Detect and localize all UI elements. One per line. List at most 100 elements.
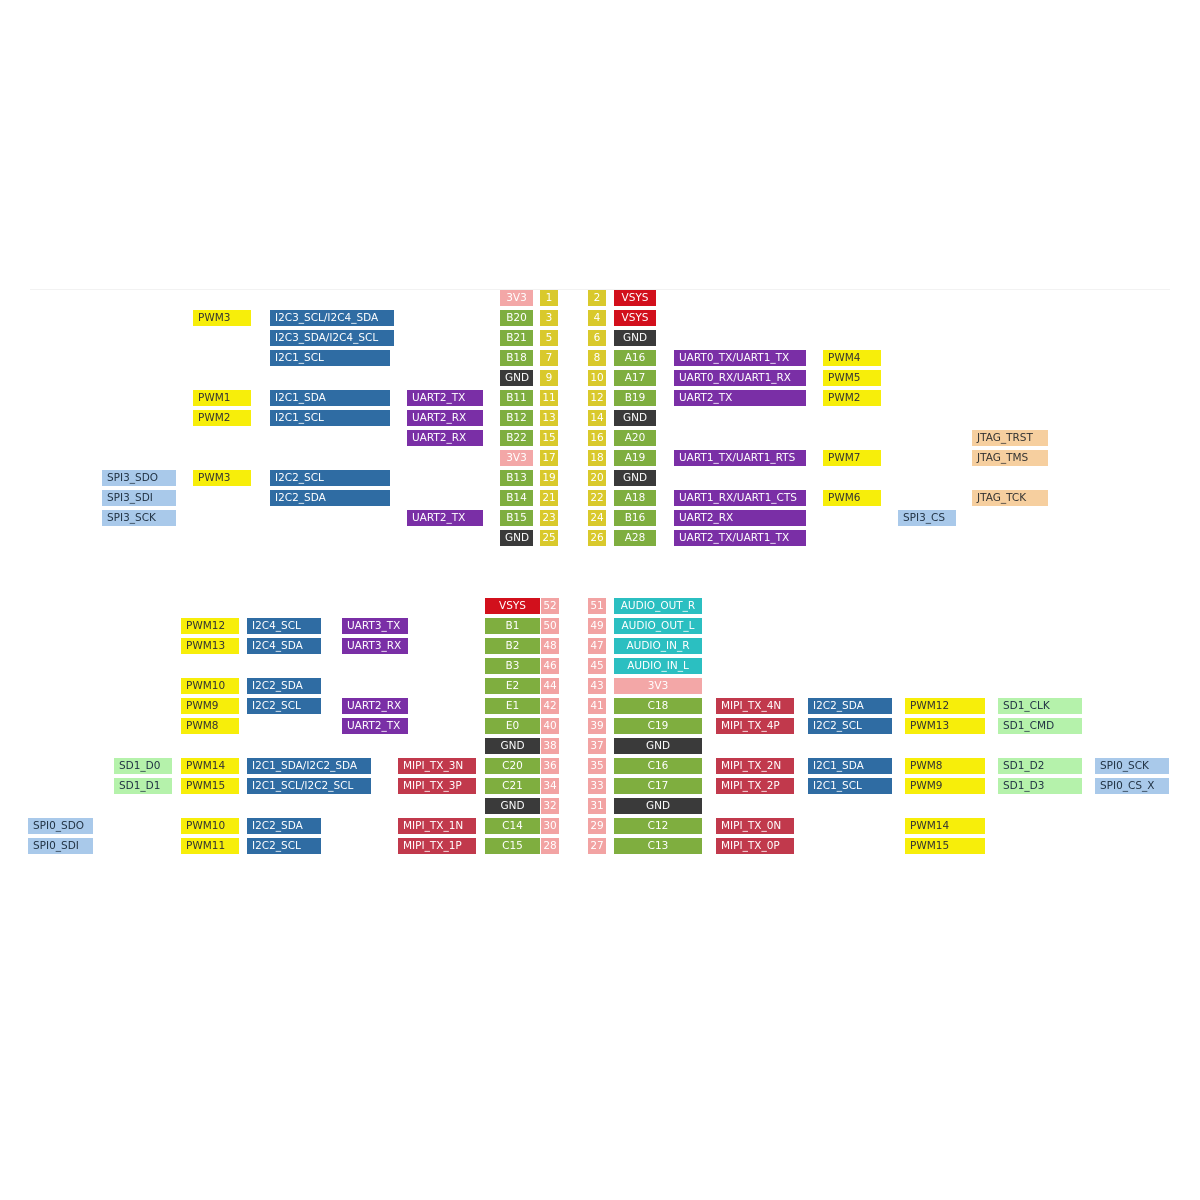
pin-function: JTAG_TCK <box>972 490 1048 506</box>
pin-function: MIPI_TX_2N <box>716 758 794 774</box>
pin-function: UART2_RX <box>407 430 483 446</box>
pin-function: SD1_D0 <box>114 758 172 774</box>
pin-name: C17 <box>614 778 702 794</box>
pin-name: B3 <box>485 658 540 674</box>
pin-number: 44 <box>541 678 559 694</box>
pin-number: 2 <box>588 290 606 306</box>
pin-function: SPI3_SDO <box>102 470 176 486</box>
pin-function: SPI0_SCK <box>1095 758 1169 774</box>
pin-number: 36 <box>541 758 559 774</box>
pin-function: PWM14 <box>905 818 985 834</box>
pin-function: I2C1_SCL <box>270 350 390 366</box>
pin-function: PWM3 <box>193 470 251 486</box>
pin-function: PWM13 <box>905 718 985 734</box>
pin-name: 3V3 <box>500 290 533 306</box>
pin-function: I2C1_SCL/I2C2_SCL <box>247 778 372 794</box>
pin-number: 25 <box>540 530 558 546</box>
pin-number: 16 <box>588 430 606 446</box>
pin-function: PWM1 <box>193 390 251 406</box>
pin-name: C14 <box>485 818 540 834</box>
pin-function: PWM12 <box>905 698 985 714</box>
pin-name: GND <box>500 370 533 386</box>
pin-function: I2C2_SDA <box>247 818 321 834</box>
pin-number: 26 <box>588 530 606 546</box>
pin-name: VSYS <box>614 310 656 326</box>
pin-function: UART0_RX/UART1_RX <box>674 370 806 386</box>
pin-function: UART2_TX <box>674 390 806 406</box>
pin-function: MIPI_TX_0P <box>716 838 794 854</box>
pin-function: PWM4 <box>823 350 881 366</box>
pin-name: GND <box>614 470 656 486</box>
pin-name: A19 <box>614 450 656 466</box>
pin-function: PWM8 <box>181 718 239 734</box>
pin-name: C15 <box>485 838 540 854</box>
pin-number: 12 <box>588 390 606 406</box>
pin-number: 24 <box>588 510 606 526</box>
pin-function: I2C2_SCL <box>247 838 321 854</box>
pin-number: 6 <box>588 330 606 346</box>
pin-function: I2C2_SDA <box>270 490 390 506</box>
pin-name: B15 <box>500 510 533 526</box>
pin-number: 32 <box>541 798 559 814</box>
pin-number: 40 <box>541 718 559 734</box>
pin-function: MIPI_TX_3N <box>398 758 476 774</box>
pin-name: B16 <box>614 510 656 526</box>
pin-number: 20 <box>588 470 606 486</box>
pin-function: SD1_D1 <box>114 778 172 794</box>
pin-number: 15 <box>540 430 558 446</box>
pin-name: VSYS <box>485 598 540 614</box>
pin-name: B11 <box>500 390 533 406</box>
pin-function: PWM9 <box>181 698 239 714</box>
pin-number: 5 <box>540 330 558 346</box>
pin-name: C16 <box>614 758 702 774</box>
pin-function: I2C1_SDA <box>270 390 390 406</box>
pin-function: PWM15 <box>905 838 985 854</box>
pin-function: PWM8 <box>905 758 985 774</box>
pin-number: 38 <box>541 738 559 754</box>
pin-number: 47 <box>588 638 606 654</box>
pin-name: E0 <box>485 718 540 734</box>
pin-function: UART2_RX <box>342 698 408 714</box>
pin-function: SPI3_CS <box>898 510 957 526</box>
pin-number: 29 <box>588 818 606 834</box>
pin-number: 52 <box>541 598 559 614</box>
pin-number: 41 <box>588 698 606 714</box>
pin-function: MIPI_TX_4N <box>716 698 794 714</box>
pin-number: 43 <box>588 678 606 694</box>
pin-function: PWM2 <box>193 410 251 426</box>
pin-function: JTAG_TMS <box>972 450 1048 466</box>
pin-function: SPI3_SCK <box>102 510 176 526</box>
pin-function: SD1_D3 <box>998 778 1082 794</box>
pin-name: B12 <box>500 410 533 426</box>
pin-number: 22 <box>588 490 606 506</box>
pin-number: 39 <box>588 718 606 734</box>
pin-name: B13 <box>500 470 533 486</box>
pin-function: SPI0_SDI <box>28 838 93 854</box>
pin-function: UART2_RX <box>407 410 483 426</box>
pin-number: 4 <box>588 310 606 326</box>
pin-number: 17 <box>540 450 558 466</box>
pin-number: 45 <box>588 658 606 674</box>
pin-function: UART3_RX <box>342 638 408 654</box>
pin-function: UART2_TX <box>407 390 483 406</box>
pin-function: MIPI_TX_1N <box>398 818 476 834</box>
pin-number: 49 <box>588 618 606 634</box>
pin-function: I2C2_SDA <box>808 698 892 714</box>
pin-function: PWM7 <box>823 450 881 466</box>
pin-function: I2C3_SCL/I2C4_SDA <box>270 310 395 326</box>
pin-function: UART3_TX <box>342 618 408 634</box>
pin-name: B1 <box>485 618 540 634</box>
pin-name: 3V3 <box>614 678 702 694</box>
pin-name: B22 <box>500 430 533 446</box>
pin-number: 7 <box>540 350 558 366</box>
pin-number: 21 <box>540 490 558 506</box>
pin-function: PWM14 <box>181 758 239 774</box>
pin-function: PWM10 <box>181 818 239 834</box>
pin-function: I2C1_SDA <box>808 758 892 774</box>
pin-number: 33 <box>588 778 606 794</box>
pin-number: 1 <box>540 290 558 306</box>
pin-function: SD1_D2 <box>998 758 1082 774</box>
pin-name: B21 <box>500 330 533 346</box>
pin-number: 31 <box>588 798 606 814</box>
